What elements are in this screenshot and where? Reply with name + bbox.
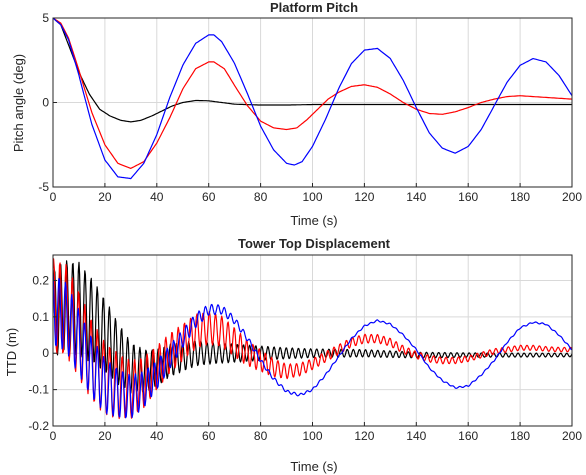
x-axis-label: Time (s)	[290, 459, 337, 474]
x-tick-label: 160	[458, 429, 478, 443]
chart-title: Platform Pitch	[270, 0, 358, 15]
x-tick-label: 160	[458, 190, 478, 204]
x-tick-label: 100	[302, 190, 322, 204]
y-tick-label: 0	[42, 96, 49, 110]
series-group	[53, 258, 572, 420]
x-tick-label: 0	[50, 429, 57, 443]
x-tick-label: 60	[202, 429, 216, 443]
x-tick-label: 80	[254, 429, 268, 443]
chart-title: Tower Top Displacement	[238, 236, 391, 251]
x-tick-label: 180	[510, 429, 530, 443]
x-tick-label: 180	[510, 190, 530, 204]
x-tick-label: 40	[150, 429, 164, 443]
y-tick-label: 0	[42, 346, 49, 360]
x-tick-label: 120	[354, 429, 374, 443]
y-tick-label: -0.1	[28, 383, 49, 397]
y-tick-label: 0.1	[32, 310, 49, 324]
series-line	[53, 274, 572, 419]
y-axis-label: TTD (m)	[4, 328, 19, 376]
x-tick-label: 200	[562, 429, 582, 443]
x-tick-label: 200	[562, 190, 582, 204]
x-tick-label: 60	[202, 190, 216, 204]
series-line	[53, 18, 572, 123]
x-tick-label: 20	[98, 429, 112, 443]
series-line	[53, 258, 572, 420]
x-tick-label: 140	[406, 429, 426, 443]
x-tick-label: 140	[406, 190, 426, 204]
y-tick-label: 5	[42, 11, 49, 25]
y-tick-label: -5	[38, 180, 49, 194]
tower-top-displacement-panel: Tower Top Displacement Time (s) TTD (m) …	[4, 236, 582, 474]
x-tick-label: 80	[254, 190, 268, 204]
series-group	[53, 18, 572, 180]
y-tick-label: -0.2	[28, 419, 49, 433]
platform-pitch-panel: Platform Pitch Time (s) Pitch angle (deg…	[11, 0, 582, 228]
x-tick-label: 40	[150, 190, 164, 204]
x-tick-label: 20	[98, 190, 112, 204]
series-line	[53, 18, 572, 180]
x-tick-label: 100	[302, 429, 322, 443]
y-tick-label: 0.2	[32, 273, 49, 287]
x-tick-label: 120	[354, 190, 374, 204]
x-axis-label: Time (s)	[290, 213, 337, 228]
series-line	[53, 18, 572, 169]
x-tick-label: 0	[50, 190, 57, 204]
y-axis-label: Pitch angle (deg)	[11, 54, 26, 152]
